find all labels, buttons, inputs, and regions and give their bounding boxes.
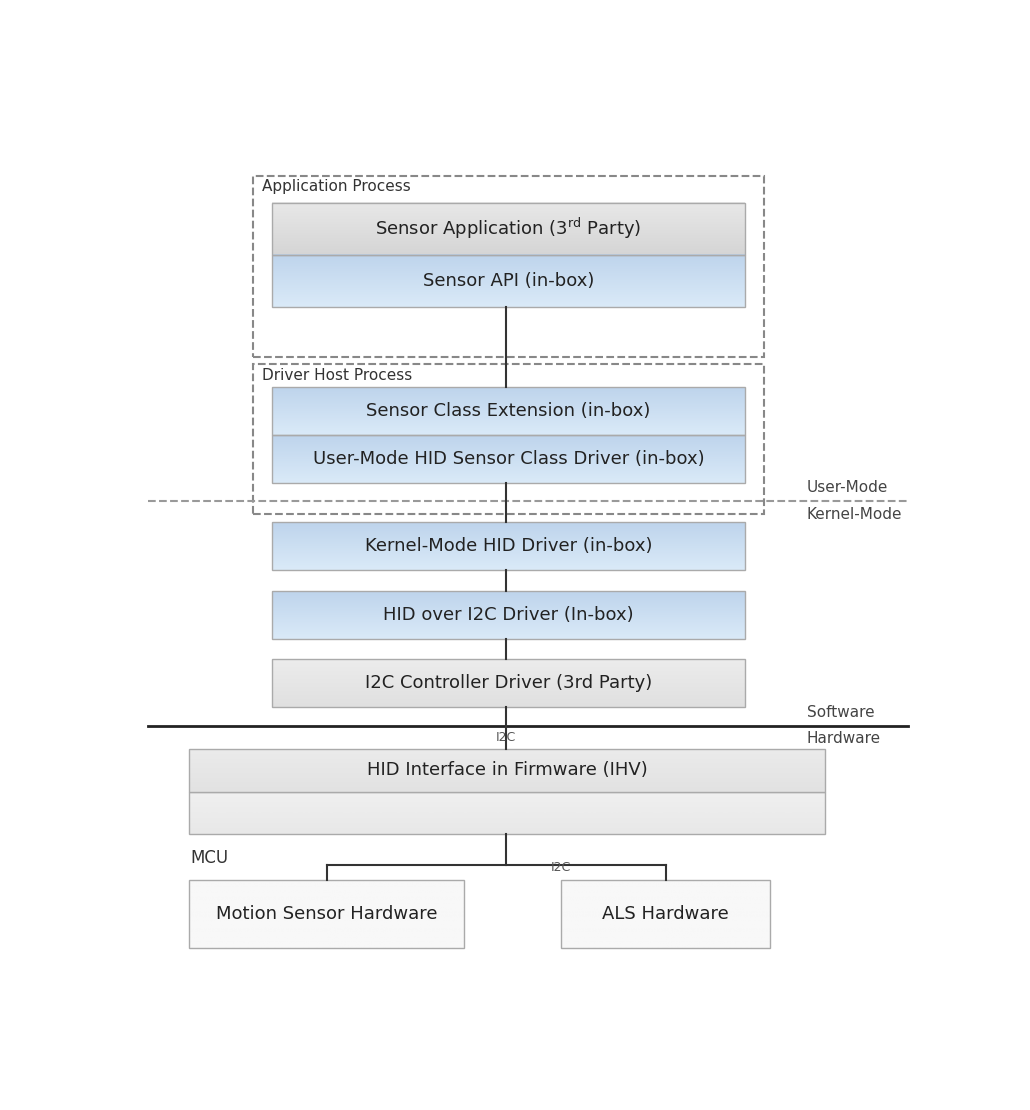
- Bar: [252, 364, 764, 514]
- Text: User-Mode: User-Mode: [806, 481, 888, 495]
- Bar: [272, 387, 745, 435]
- Text: Sensor Application (3$^{\mathregular{rd}}$ Party): Sensor Application (3$^{\mathregular{rd}…: [375, 216, 642, 241]
- Text: Sensor Class Extension (in-box): Sensor Class Extension (in-box): [367, 402, 651, 421]
- Text: Driver Host Process: Driver Host Process: [262, 369, 412, 383]
- Bar: [561, 880, 770, 948]
- Bar: [190, 880, 465, 948]
- Bar: [272, 522, 745, 569]
- Text: MCU: MCU: [191, 849, 229, 867]
- Text: I2C: I2C: [496, 730, 516, 744]
- Bar: [272, 255, 745, 307]
- Bar: [272, 592, 745, 639]
- Text: User-Mode HID Sensor Class Driver (in-box): User-Mode HID Sensor Class Driver (in-bo…: [313, 450, 705, 468]
- Bar: [272, 202, 745, 255]
- Bar: [272, 659, 745, 707]
- Text: Motion Sensor Hardware: Motion Sensor Hardware: [216, 905, 438, 924]
- Text: I2C: I2C: [551, 860, 572, 874]
- Text: Kernel-Mode HID Driver (in-box): Kernel-Mode HID Driver (in-box): [365, 537, 652, 555]
- Text: Software: Software: [806, 705, 874, 720]
- Bar: [190, 749, 825, 791]
- Text: HID Interface in Firmware (IHV): HID Interface in Firmware (IHV): [367, 761, 647, 779]
- Text: HID over I2C Driver (In-box): HID over I2C Driver (In-box): [383, 606, 633, 624]
- Text: I2C Controller Driver (3rd Party): I2C Controller Driver (3rd Party): [365, 674, 652, 692]
- Text: Sensor API (in-box): Sensor API (in-box): [422, 272, 594, 290]
- Bar: [272, 435, 745, 483]
- Text: Application Process: Application Process: [262, 180, 411, 194]
- Text: Hardware: Hardware: [806, 730, 881, 746]
- Text: ALS Hardware: ALS Hardware: [603, 905, 729, 924]
- Text: Kernel-Mode: Kernel-Mode: [806, 507, 902, 523]
- Bar: [190, 791, 825, 834]
- Bar: [252, 175, 764, 356]
